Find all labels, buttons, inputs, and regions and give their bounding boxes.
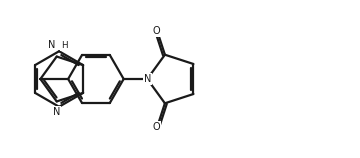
Text: N: N	[53, 107, 60, 117]
Text: N: N	[48, 40, 56, 50]
Text: N: N	[144, 74, 151, 84]
Text: O: O	[152, 26, 160, 36]
Text: O: O	[152, 122, 160, 132]
Text: H: H	[61, 41, 67, 50]
